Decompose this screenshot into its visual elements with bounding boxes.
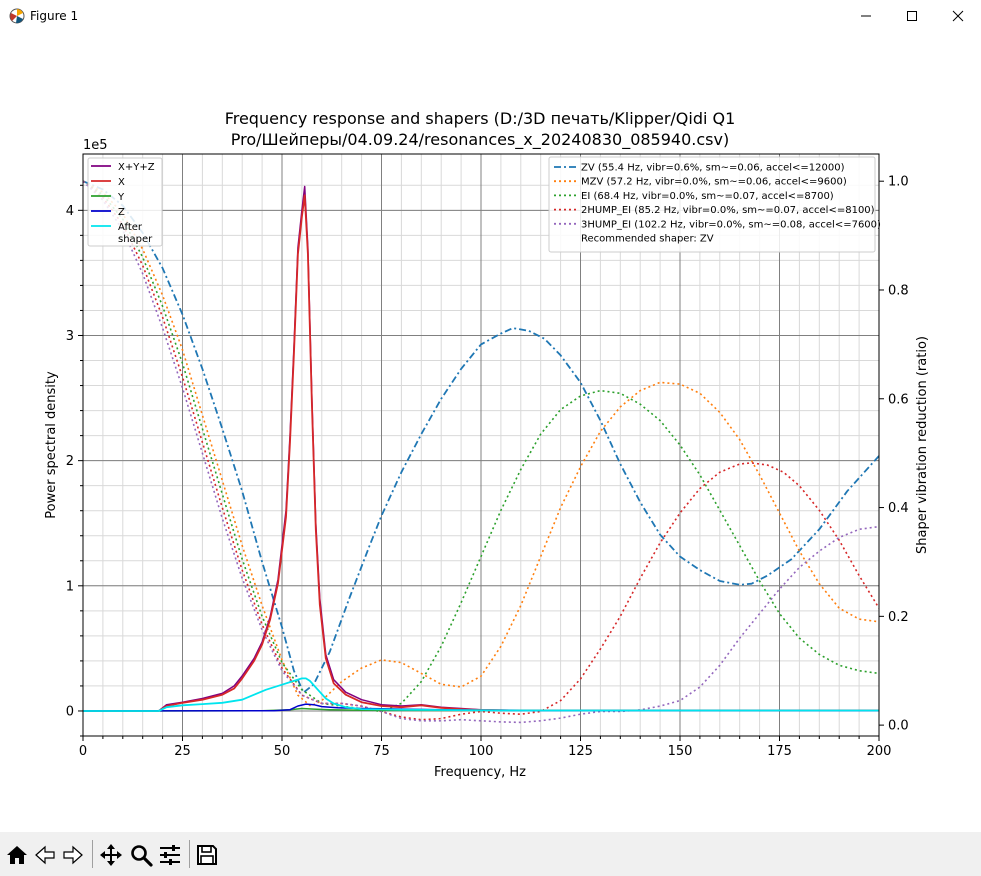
y-tick-label: 2 [66, 454, 74, 469]
y2-axis-label: Shaper vibration reduction (ratio) [915, 336, 930, 554]
forward-arrow-icon [63, 845, 83, 865]
legend-psd-label: shaper [118, 234, 153, 245]
legend-psd-label: X+Y+Z [118, 162, 155, 173]
legend-shaper-label: 3HUMP_EI (102.2 Hz, vibr=0.0%, sm~=0.08,… [581, 219, 881, 230]
maximize-icon [907, 11, 917, 21]
chart-title-line2: Pro/Шейперы/04.09.24/resonances_x_202408… [231, 130, 729, 150]
y-tick-label: 4 [66, 204, 74, 219]
matplotlib-icon [9, 8, 25, 24]
legend-shaper-label: 2HUMP_EI (85.2 Hz, vibr=0.0%, sm~=0.07, … [581, 205, 875, 216]
pan-move-icon [100, 844, 122, 866]
legend-psd-label: Z [118, 207, 125, 218]
x-tick-label: 150 [668, 744, 693, 759]
legend-psd-label: Y [117, 192, 125, 203]
x-tick-label: 200 [867, 744, 892, 759]
y2-tick-label: 0.6 [888, 392, 909, 407]
x-tick-label: 50 [274, 744, 291, 759]
psd-series-line-1 [83, 194, 879, 712]
toolbar-separator [189, 840, 190, 868]
x-tick-label: 75 [373, 744, 390, 759]
x-tick-label: 175 [767, 744, 792, 759]
x-tick-label: 100 [469, 744, 494, 759]
home-icon [7, 846, 27, 864]
x-tick-label: 25 [174, 744, 191, 759]
close-icon [952, 10, 964, 22]
back-arrow-icon [35, 845, 55, 865]
pan-button[interactable] [96, 840, 126, 870]
back-button[interactable] [30, 840, 60, 870]
x-tick-label: 0 [79, 744, 87, 759]
y-tick-label: 3 [66, 329, 74, 344]
configure-subplots-button[interactable] [155, 840, 185, 870]
zoom-button[interactable] [126, 840, 156, 870]
x-axis: 0 25 50 75 100 125 150 175 200 [79, 736, 892, 759]
y2-tick-label: 0.2 [888, 610, 909, 625]
navigation-toolbar [0, 832, 981, 876]
y2-tick-label: 0.8 [888, 283, 909, 298]
y-scale-label: 1e5 [83, 138, 108, 153]
minimize-button[interactable] [843, 0, 889, 32]
window-title: Figure 1 [30, 9, 79, 23]
shaper-series-line-2 [83, 180, 879, 713]
y-axis-left: 0 1 2 3 4 [66, 184, 83, 737]
psd-series-line-4 [83, 677, 879, 712]
shaper-series-line-0 [83, 180, 879, 694]
legend-psd-label: After [118, 222, 143, 233]
close-button[interactable] [935, 0, 981, 32]
legend-shapers: ZV (55.4 Hz, vibr=0.6%, sm~=0.06, accel<… [548, 156, 881, 253]
y-tick-label: 0 [66, 704, 74, 719]
home-button[interactable] [2, 840, 32, 870]
y-axis-label: Power spectral density [44, 371, 59, 519]
zoom-magnifier-icon [131, 845, 153, 867]
legend-shaper-label: ZV (55.4 Hz, vibr=0.6%, sm~=0.06, accel<… [581, 163, 845, 174]
legend-shaper-label: MZV (57.2 Hz, vibr=0.0%, sm~=0.06, accel… [581, 177, 847, 188]
x-tick-label: 125 [568, 744, 593, 759]
chart-title-line1: Frequency response and shapers (D:/3D пе… [225, 109, 736, 128]
y2-tick-label: 0.4 [888, 501, 909, 516]
save-button[interactable] [192, 840, 222, 870]
legend-shaper-label: EI (68.4 Hz, vibr=0.0%, sm~=0.07, accel<… [581, 191, 834, 202]
legend-psd-label: X [118, 177, 125, 188]
series-layer [83, 180, 879, 724]
y2-tick-label: 1.0 [888, 175, 909, 190]
legend-shaper-box [548, 156, 876, 253]
maximize-button[interactable] [889, 0, 935, 32]
x-axis-label: Frequency, Hz [434, 765, 526, 780]
minimize-icon [861, 15, 871, 17]
forward-button[interactable] [58, 840, 88, 870]
y-axis-right: 0.0 0.2 0.4 0.6 0.8 1.0 [879, 175, 909, 734]
y-tick-label: 1 [66, 579, 74, 594]
shaper-series-line-4 [83, 180, 879, 724]
configure-subplots-icon [160, 845, 180, 865]
legend-psd-box [87, 157, 163, 247]
shaper-series-line-1 [83, 180, 879, 707]
toolbar-separator [92, 840, 93, 868]
save-disk-icon [197, 845, 217, 865]
legend-recommended-text: Recommended shaper: ZV [581, 234, 714, 245]
y2-tick-label: 0.0 [888, 719, 909, 734]
window-titlebar: Figure 1 [0, 0, 981, 32]
